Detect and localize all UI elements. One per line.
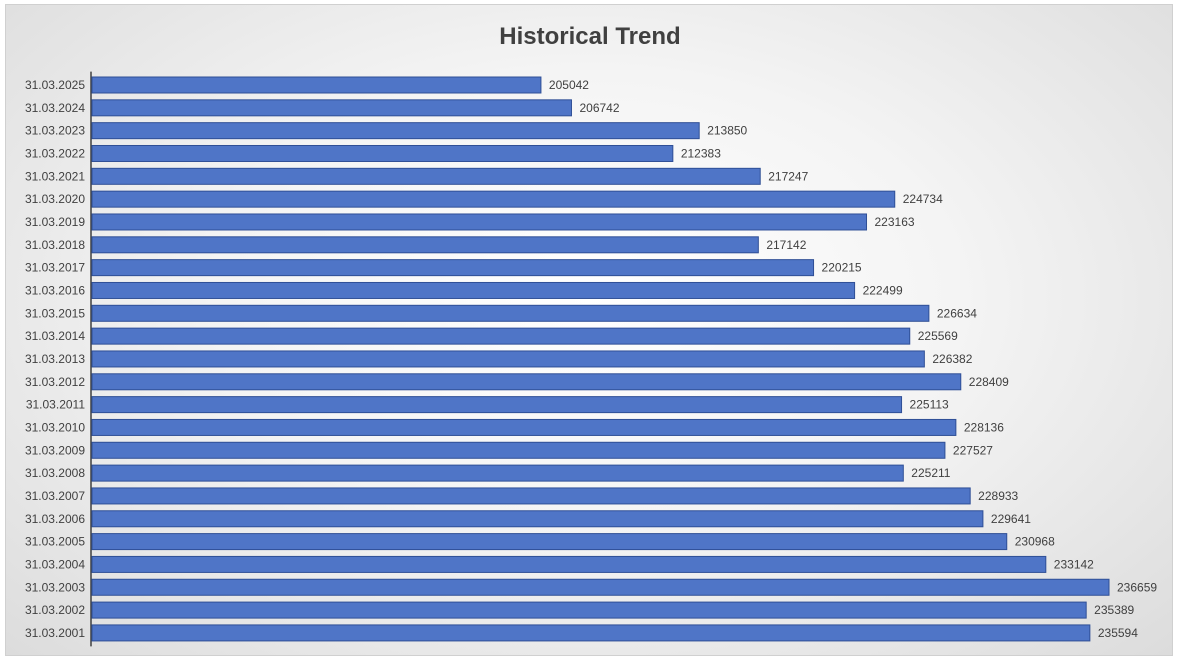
data-label: 220215 [822,261,862,275]
data-label: 217142 [766,238,806,252]
bar [91,304,930,322]
y-tick-label: 31.03.2006 [25,512,85,526]
bar [91,555,1047,573]
data-label: 228933 [978,489,1018,503]
data-label: 222499 [863,283,903,297]
y-tick-label: 31.03.2008 [25,466,85,480]
y-tick-label: 31.03.2023 [25,124,85,138]
bar [91,99,572,117]
data-label: 217247 [768,169,808,183]
bar [91,327,911,345]
data-label: 206742 [579,101,619,115]
bar [91,578,1110,596]
bar [91,281,856,299]
chart-frame: Historical Trend 31.03.2025 205042 31.03.2… [5,4,1173,656]
y-tick-label: 31.03.2016 [25,283,85,297]
y-tick-label: 31.03.2014 [25,329,85,343]
bar [91,259,815,277]
y-tick-label: 31.03.2009 [25,443,85,457]
chart-title: Historical Trend [499,23,681,50]
bar [91,464,904,482]
y-tick-label: 31.03.2004 [25,557,85,571]
y-tick-label: 31.03.2007 [25,489,85,503]
bar [91,76,542,94]
data-label: 229641 [991,512,1031,526]
data-label: 235389 [1094,603,1134,617]
data-label: 236659 [1117,580,1157,594]
y-tick-label: 31.03.2011 [26,398,85,412]
y-tick-label: 31.03.2024 [25,101,85,115]
bar [91,167,761,185]
data-label: 226634 [937,306,977,320]
data-label: 212383 [681,146,721,160]
bar [91,350,925,368]
bar [91,190,896,208]
y-tick-label: 31.03.2021 [25,169,85,183]
y-tick-label: 31.03.2010 [25,420,85,434]
bar [91,396,903,414]
y-tick-label: 31.03.2005 [25,535,85,549]
data-label: 228409 [969,375,1009,389]
data-label: 225113 [910,398,949,412]
data-label: 233142 [1054,557,1094,571]
bar [91,213,868,231]
data-label: 226382 [932,352,972,366]
y-tick-label: 31.03.2017 [25,261,85,275]
bar [91,601,1087,619]
y-tick-label: 31.03.2003 [25,580,85,594]
y-tick-label: 31.03.2022 [25,146,85,160]
bar [91,236,759,254]
y-tick-label: 31.03.2025 [25,78,85,92]
bar [91,122,700,140]
bar [91,624,1091,642]
bar-chart: 31.03.2025 205042 31.03.2024 206742 31.03.20… [25,71,1157,647]
y-tick-label: 31.03.2002 [25,603,85,617]
bar [91,510,984,528]
y-tick-label: 31.03.2012 [25,375,85,389]
bar [91,144,674,162]
bar [91,441,946,459]
data-label: 230968 [1015,535,1055,549]
bar [91,418,957,436]
y-tick-label: 31.03.2020 [25,192,85,206]
data-label: 223163 [875,215,915,229]
data-label: 213850 [707,124,747,138]
data-label: 227527 [953,443,993,457]
data-label: 224734 [903,192,943,206]
data-label: 205042 [549,78,589,92]
y-tick-label: 31.03.2015 [25,306,85,320]
y-tick-label: 31.03.2019 [25,215,85,229]
data-label: 228136 [964,420,1004,434]
y-tick-label: 31.03.2018 [25,238,85,252]
y-tick-label: 31.03.2001 [25,626,85,640]
bar [91,487,971,505]
data-label: 225211 [911,466,950,480]
data-label: 225569 [918,329,958,343]
y-tick-label: 31.03.2013 [25,352,85,366]
data-label: 235594 [1098,626,1138,640]
bar [91,533,1008,551]
bar [91,373,962,391]
